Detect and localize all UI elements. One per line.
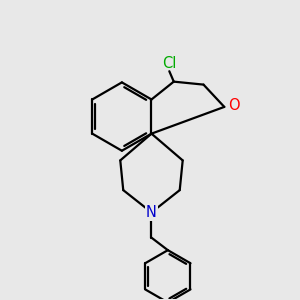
Text: N: N [146, 205, 157, 220]
Text: O: O [228, 98, 240, 113]
Text: Cl: Cl [162, 56, 176, 71]
